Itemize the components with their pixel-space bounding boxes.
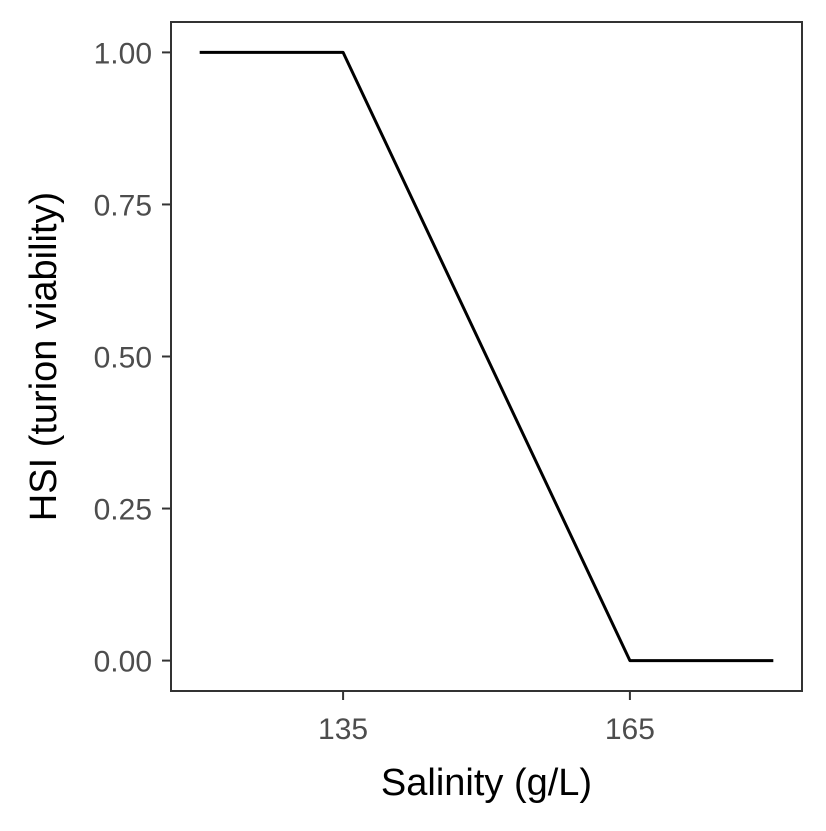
x-tick-label: 165 — [605, 713, 655, 746]
hsi-series-line — [199, 50, 774, 663]
y-tick-label: 0.25 — [94, 494, 152, 527]
x-tick-label: 135 — [318, 713, 368, 746]
y-axis-title: HSI (turion viability) — [23, 192, 65, 521]
y-tick-label: 0.75 — [94, 189, 152, 222]
y-tick-label: 0.00 — [94, 646, 152, 679]
series-layer — [199, 50, 774, 663]
plot-panel-border — [170, 21, 803, 692]
y-axis-ticks: 0.00 0.25 0.50 0.75 1.00 — [94, 37, 171, 679]
x-axis-title: Salinity (g/L) — [381, 762, 592, 804]
x-axis-ticks: 135 165 — [318, 691, 655, 746]
y-tick-label: 0.50 — [94, 342, 152, 375]
y-tick-label: 1.00 — [94, 37, 152, 70]
